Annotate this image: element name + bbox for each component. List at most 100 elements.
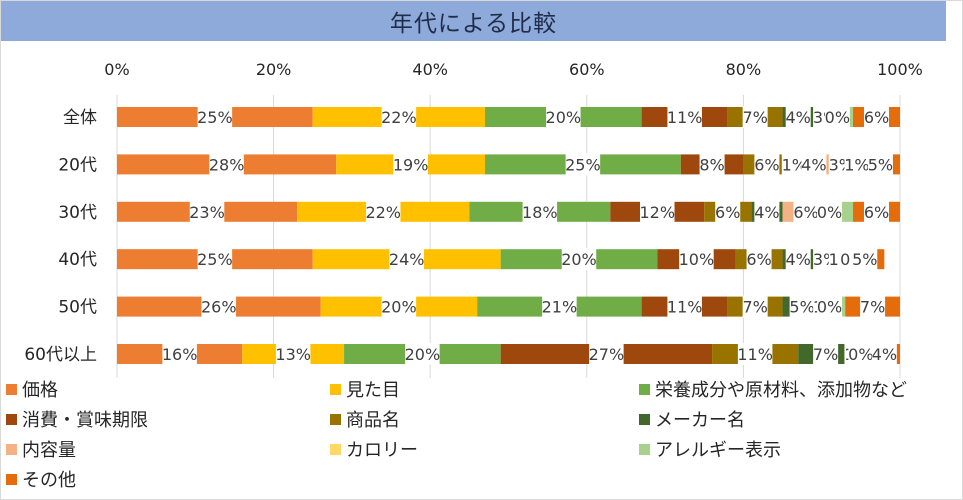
data-label: 6% <box>864 108 889 127</box>
data-label-box <box>852 248 878 271</box>
data-label-box <box>667 106 702 128</box>
legend-label: 栄養成分や原材料、添加物など <box>655 380 907 401</box>
data-label: 1% <box>782 155 807 174</box>
data-label: 5% <box>789 298 814 317</box>
data-label-box <box>742 106 768 128</box>
data-label-box <box>201 295 237 318</box>
data-label: 5% <box>852 250 877 269</box>
data-label-box <box>715 200 741 223</box>
legend-item: 価格 <box>6 376 58 402</box>
legend-label: メーカー名 <box>655 410 745 431</box>
data-label: 18% <box>522 203 558 222</box>
legend-item: 栄養成分や原材料、添加物など <box>639 376 907 402</box>
data-label: 20% <box>561 250 597 269</box>
data-label: 27% <box>589 345 625 364</box>
legend-item: 内容量 <box>6 436 76 462</box>
data-label-box <box>522 200 558 223</box>
data-label-box <box>754 153 780 176</box>
category-label: 20代 <box>58 155 97 175</box>
legend-item: 見た目 <box>330 376 400 402</box>
legend-swatch <box>639 443 650 455</box>
data-label: 0% <box>817 298 842 317</box>
data-label: 21% <box>542 298 578 317</box>
data-label: 0% <box>848 345 873 364</box>
data-label-box <box>679 248 714 271</box>
category-label: 50代 <box>58 298 97 318</box>
legend-item: 消費・賞味期限 <box>6 406 148 432</box>
data-label-box <box>197 106 233 128</box>
data-label-box <box>848 343 874 365</box>
data-label-box <box>565 153 601 176</box>
category-label: 30代 <box>58 203 97 223</box>
legend-swatch <box>330 443 341 455</box>
data-label-box <box>381 295 417 318</box>
data-label: 4% <box>801 155 826 174</box>
data-label: 4% <box>786 108 811 127</box>
legend-label: その他 <box>22 470 76 491</box>
data-label-box <box>785 248 811 271</box>
data-label: 13% <box>275 345 311 364</box>
data-label-box <box>754 200 780 223</box>
data-label-box <box>737 343 773 365</box>
x-tick-label: 80% <box>726 60 762 79</box>
data-label: 10% <box>679 250 715 269</box>
data-label: 4% <box>754 203 779 222</box>
data-label: 20% <box>405 345 441 364</box>
x-tick-label: 20% <box>256 60 292 79</box>
data-label-box <box>197 248 233 271</box>
data-label-box <box>561 248 597 271</box>
data-label-box <box>844 153 870 176</box>
legend-swatch <box>6 413 17 425</box>
data-label-box <box>275 343 311 365</box>
data-label-box <box>405 343 440 365</box>
data-label: 4% <box>872 345 897 364</box>
data-label-box <box>162 343 197 365</box>
data-label: 6% <box>715 203 740 222</box>
data-label: 16% <box>162 345 198 364</box>
legend-swatch <box>6 383 17 395</box>
title-bar: 年代による比較 <box>1 1 946 41</box>
data-label: 20% <box>546 108 582 127</box>
data-label: 0% <box>817 203 842 222</box>
legend-item: 商品名 <box>330 406 400 432</box>
legend-swatch <box>330 383 341 395</box>
data-label-box <box>864 200 890 223</box>
data-label-box <box>860 295 886 318</box>
data-label: 11% <box>667 108 703 127</box>
data-label-box <box>389 248 424 271</box>
data-label-box <box>817 200 843 223</box>
legend-label: 価格 <box>22 380 58 401</box>
data-label: 11% <box>667 298 703 317</box>
legend-label: 見た目 <box>346 380 400 401</box>
data-label-box <box>742 295 768 318</box>
legend-swatch <box>639 413 650 425</box>
legend-label: アレルギー表示 <box>655 440 781 461</box>
category-label: 60代以上 <box>24 345 97 365</box>
data-label-box <box>801 153 827 176</box>
data-label: 7% <box>860 298 885 317</box>
legend-item: メーカー名 <box>639 406 745 432</box>
data-label: 22% <box>365 203 401 222</box>
data-label: 25% <box>565 155 601 174</box>
data-label-box <box>640 200 675 223</box>
data-label-box <box>381 106 417 128</box>
legend-item: カロリー <box>330 436 418 462</box>
data-label-box <box>789 295 815 318</box>
data-label: 25% <box>197 108 233 127</box>
data-label: 11% <box>737 345 773 364</box>
legend-swatch <box>639 383 650 395</box>
x-tick-label: 0% <box>104 60 129 79</box>
data-label: 8% <box>699 155 724 174</box>
data-label-box <box>589 343 624 365</box>
data-label: 19% <box>393 155 429 174</box>
data-label: 23% <box>189 203 225 222</box>
category-label: 全体 <box>63 108 97 128</box>
data-label: 7% <box>742 298 767 317</box>
legend-item: アレルギー表示 <box>639 436 781 462</box>
data-label-box <box>209 153 244 176</box>
data-label-box <box>546 106 581 128</box>
data-label: 24% <box>389 250 425 269</box>
data-label: 6% <box>864 203 889 222</box>
legend-label: 商品名 <box>346 410 400 431</box>
